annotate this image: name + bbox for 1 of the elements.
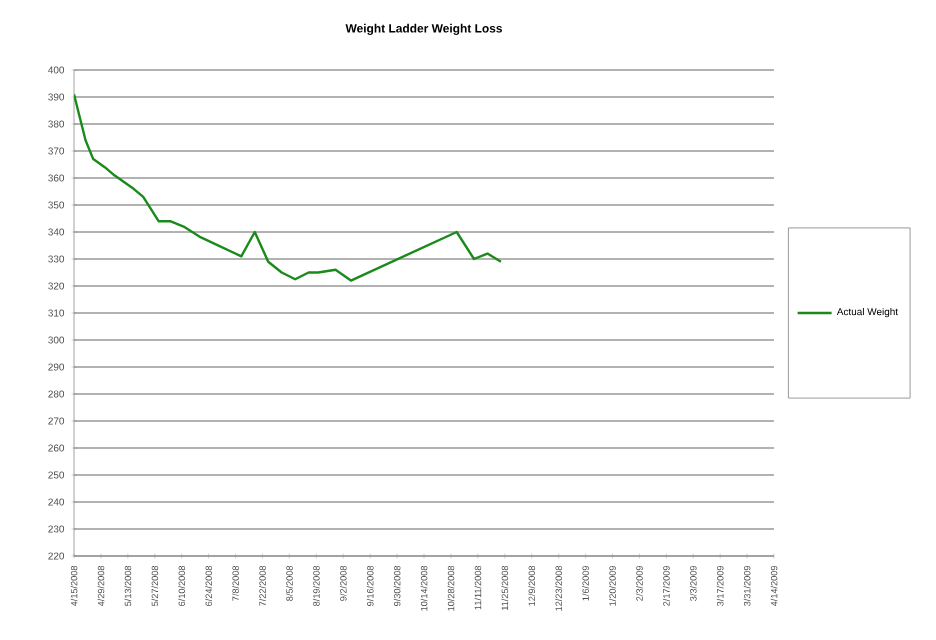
- line-series: [74, 93, 503, 282]
